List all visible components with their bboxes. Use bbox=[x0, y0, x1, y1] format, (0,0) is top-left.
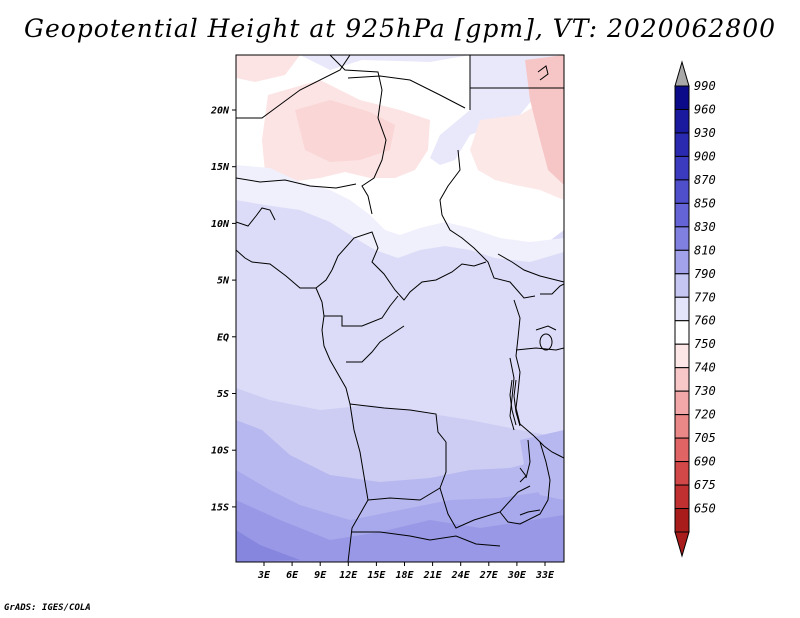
lat-tick-label: 5N bbox=[217, 276, 230, 287]
lon-tick-label: 30E bbox=[507, 570, 527, 581]
colorbar-label: 810 bbox=[694, 243, 716, 257]
colorbar-swatch bbox=[674, 226, 690, 251]
colorbar-swatch bbox=[674, 296, 690, 322]
colorbar-swatch bbox=[674, 367, 690, 392]
lat-tick-label: 10N bbox=[211, 219, 230, 230]
colorbar-label: 770 bbox=[694, 290, 716, 304]
height-field bbox=[236, 55, 564, 562]
colorbar-label: 790 bbox=[694, 267, 716, 281]
country-borders bbox=[236, 55, 564, 562]
colorbar-label: 650 bbox=[694, 502, 716, 516]
colorbar-label: 690 bbox=[694, 455, 716, 469]
colorbar-label: 675 bbox=[694, 478, 716, 492]
colorbar-swatch bbox=[674, 108, 690, 134]
colorbar-swatch bbox=[674, 249, 690, 275]
footer-credit: GrADS: IGES/COLA bbox=[4, 603, 91, 613]
colorbar-label: 750 bbox=[694, 337, 716, 351]
map-frame bbox=[235, 54, 565, 563]
colorbar-label: 760 bbox=[694, 314, 716, 328]
colorbar-swatch bbox=[674, 155, 690, 181]
lon-tick-label: 6E bbox=[286, 570, 299, 581]
lon-tick-label: 3E bbox=[257, 570, 271, 581]
map-title: Geopotential Height at 925hPa [gpm], VT:… bbox=[23, 14, 777, 43]
lat-tick-label: 20N bbox=[210, 106, 230, 117]
colorbar-label: 930 bbox=[694, 126, 716, 140]
colorbar-swatch bbox=[674, 179, 690, 204]
colorbar-label: 960 bbox=[694, 102, 716, 116]
colorbar-swatch bbox=[674, 508, 690, 533]
lon-tick-label: 27E bbox=[479, 570, 499, 581]
colorbar-label: 870 bbox=[694, 173, 716, 187]
colorbar-label: 705 bbox=[694, 431, 716, 445]
colorbar-swatch bbox=[674, 390, 690, 416]
colorbar-swatch bbox=[674, 320, 690, 345]
colorbar-legend: 990 960 930 900 870 850 830 810 790 770 760 750 740 7… bbox=[674, 60, 716, 558]
lon-tick-label: 21E bbox=[423, 570, 443, 581]
colorbar-swatch bbox=[674, 273, 690, 298]
colorbar-swatch bbox=[674, 343, 690, 369]
colorbar-label: 990 bbox=[694, 79, 716, 93]
lon-tick-label: 15E bbox=[367, 570, 386, 581]
lat-tick-label: 5S bbox=[217, 389, 229, 400]
colorbar-label: 900 bbox=[694, 149, 716, 163]
lat-tick-label: 10S bbox=[211, 446, 229, 457]
colorbar-label: 850 bbox=[694, 196, 716, 210]
lat-tick-label: 15S bbox=[211, 502, 229, 513]
lat-tick-label: EQ bbox=[217, 332, 229, 343]
lon-tick-label: 9E bbox=[314, 570, 327, 581]
longitude-axis: 3E 6E 9E 12E 15E 18E 21E 24E 27E 30E 33E bbox=[257, 562, 555, 581]
colorbar-swatch bbox=[674, 484, 690, 510]
lon-tick-label: 18E bbox=[395, 570, 414, 581]
lon-tick-label: 24E bbox=[451, 570, 471, 581]
colorbar-bottom-arrow bbox=[674, 531, 690, 558]
latitude-axis: 20N 15N 10N 5N EQ 5S 10S 15S bbox=[210, 106, 236, 513]
colorbar-label: 830 bbox=[694, 220, 716, 234]
colorbar-swatch bbox=[674, 85, 690, 110]
lon-tick-label: 33E bbox=[535, 570, 555, 581]
colorbar-swatch bbox=[674, 414, 690, 439]
colorbar-swatch bbox=[674, 202, 690, 228]
colorbar-label: 720 bbox=[694, 408, 716, 422]
colorbar-label: 730 bbox=[694, 384, 716, 398]
colorbar-label: 740 bbox=[694, 361, 716, 375]
colorbar-swatch bbox=[674, 132, 690, 157]
colorbar-swatch bbox=[674, 437, 690, 463]
lat-tick-label: 15N bbox=[211, 162, 230, 173]
lake-outlines bbox=[509, 65, 553, 516]
lon-tick-label: 12E bbox=[339, 570, 358, 581]
colorbar-swatch bbox=[674, 461, 690, 486]
colorbar-top-arrow bbox=[674, 60, 690, 87]
